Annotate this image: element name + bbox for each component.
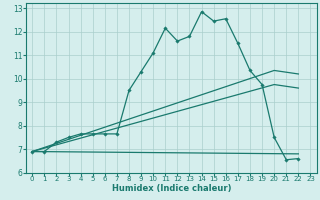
X-axis label: Humidex (Indice chaleur): Humidex (Indice chaleur) (112, 184, 231, 193)
